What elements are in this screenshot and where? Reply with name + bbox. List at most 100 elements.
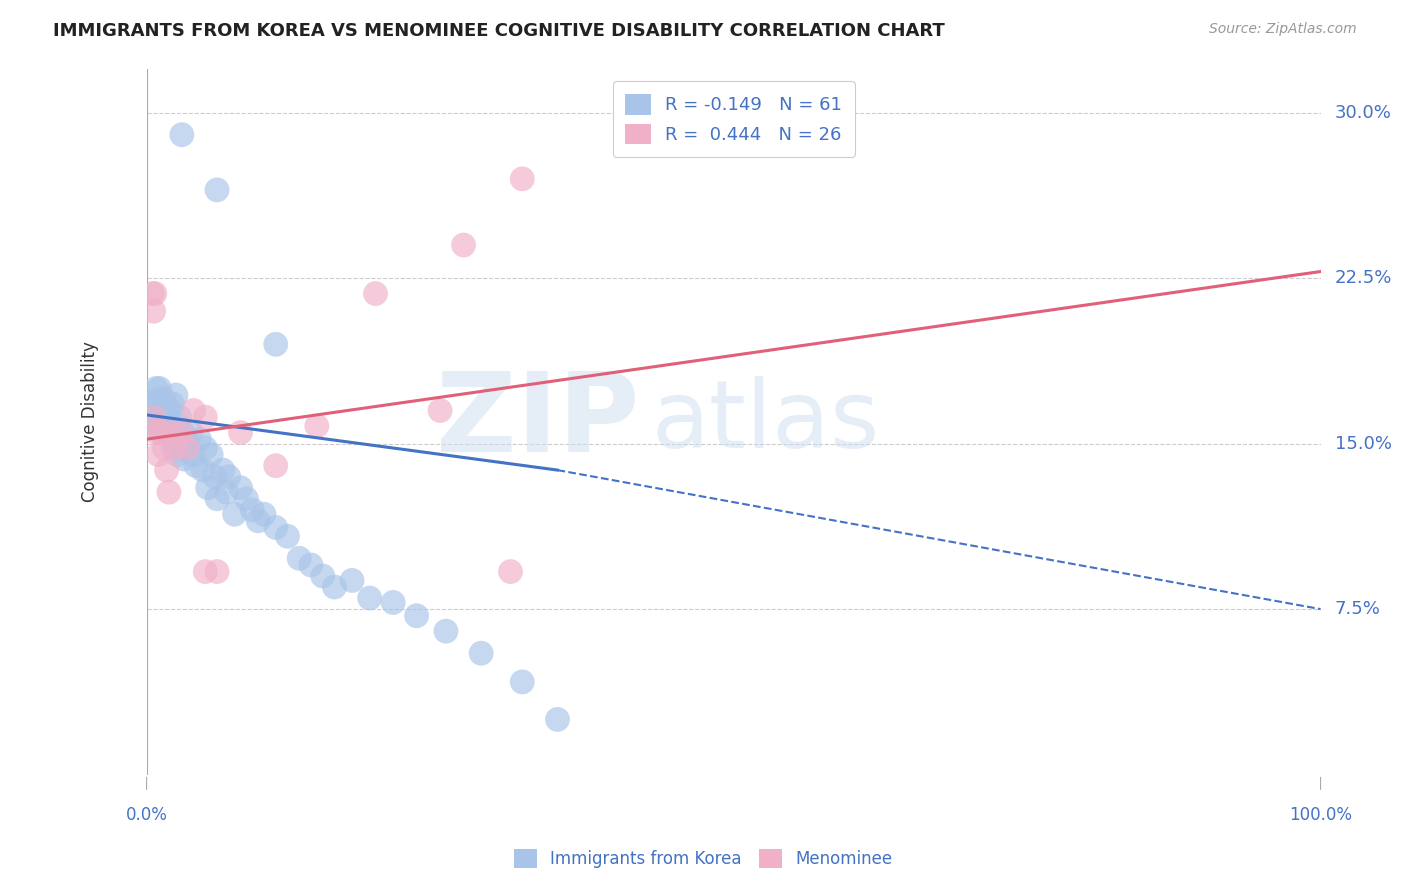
- Point: [510, 171, 533, 186]
- Point: [205, 565, 228, 579]
- Point: [157, 419, 180, 434]
- Point: [364, 286, 387, 301]
- Point: [166, 448, 188, 462]
- Point: [155, 463, 177, 477]
- Point: [149, 425, 172, 440]
- Point: [173, 452, 195, 467]
- Point: [170, 425, 193, 440]
- Point: [194, 410, 217, 425]
- Point: [205, 491, 228, 506]
- Point: [305, 419, 328, 434]
- Point: [240, 503, 263, 517]
- Point: [146, 419, 169, 434]
- Text: 100.0%: 100.0%: [1289, 806, 1353, 824]
- Legend: Immigrants from Korea, Menominee: Immigrants from Korea, Menominee: [508, 842, 898, 875]
- Point: [229, 481, 252, 495]
- Point: [145, 381, 167, 395]
- Point: [156, 410, 179, 425]
- Point: [218, 469, 240, 483]
- Point: [157, 485, 180, 500]
- Point: [264, 458, 287, 473]
- Point: [183, 448, 205, 462]
- Point: [194, 441, 217, 455]
- Point: [288, 551, 311, 566]
- Point: [224, 507, 246, 521]
- Point: [229, 425, 252, 440]
- Text: 22.5%: 22.5%: [1334, 269, 1392, 287]
- Point: [162, 441, 184, 455]
- Point: [165, 441, 187, 455]
- Point: [470, 646, 492, 660]
- Text: 0.0%: 0.0%: [125, 806, 167, 824]
- Text: ZIP: ZIP: [436, 368, 640, 475]
- Point: [312, 569, 335, 583]
- Point: [141, 415, 163, 429]
- Point: [150, 415, 173, 429]
- Point: [382, 595, 405, 609]
- Point: [204, 469, 226, 483]
- Point: [176, 436, 198, 450]
- Point: [145, 425, 167, 440]
- Point: [434, 624, 457, 639]
- Point: [299, 558, 322, 572]
- Text: 15.0%: 15.0%: [1334, 434, 1392, 452]
- Point: [148, 410, 170, 425]
- Point: [212, 463, 235, 477]
- Point: [194, 565, 217, 579]
- Point: [153, 392, 176, 407]
- Point: [276, 529, 298, 543]
- Point: [183, 403, 205, 417]
- Point: [165, 388, 187, 402]
- Point: [264, 520, 287, 534]
- Point: [197, 481, 219, 495]
- Point: [155, 425, 177, 440]
- Point: [170, 441, 193, 455]
- Point: [191, 463, 214, 477]
- Point: [200, 448, 222, 462]
- Point: [143, 397, 166, 411]
- Point: [169, 410, 191, 425]
- Point: [162, 397, 184, 411]
- Point: [142, 304, 165, 318]
- Point: [510, 674, 533, 689]
- Point: [205, 183, 228, 197]
- Text: 7.5%: 7.5%: [1334, 600, 1381, 618]
- Point: [180, 425, 202, 440]
- Point: [176, 441, 198, 455]
- Point: [143, 410, 166, 425]
- Point: [453, 238, 475, 252]
- Point: [167, 419, 190, 434]
- Point: [160, 432, 183, 446]
- Point: [142, 403, 165, 417]
- Point: [155, 415, 177, 429]
- Point: [159, 403, 181, 417]
- Legend: R = -0.149   N = 61, R =  0.444   N = 26: R = -0.149 N = 61, R = 0.444 N = 26: [613, 81, 855, 157]
- Text: Source: ZipAtlas.com: Source: ZipAtlas.com: [1209, 22, 1357, 37]
- Point: [148, 381, 170, 395]
- Point: [340, 574, 363, 588]
- Point: [172, 425, 194, 440]
- Point: [162, 425, 184, 440]
- Point: [247, 514, 270, 528]
- Point: [170, 128, 193, 142]
- Point: [264, 337, 287, 351]
- Point: [235, 491, 257, 506]
- Point: [499, 565, 522, 579]
- Point: [141, 286, 163, 301]
- Point: [148, 392, 170, 407]
- Text: IMMIGRANTS FROM KOREA VS MENOMINEE COGNITIVE DISABILITY CORRELATION CHART: IMMIGRANTS FROM KOREA VS MENOMINEE COGNI…: [53, 22, 945, 40]
- Text: Cognitive Disability: Cognitive Disability: [82, 341, 100, 502]
- Point: [359, 591, 381, 605]
- Point: [184, 458, 207, 473]
- Point: [405, 608, 427, 623]
- Point: [253, 507, 276, 521]
- Point: [143, 286, 166, 301]
- Point: [215, 485, 238, 500]
- Point: [323, 580, 346, 594]
- Point: [152, 403, 174, 417]
- Point: [188, 432, 211, 446]
- Point: [153, 441, 176, 455]
- Point: [148, 448, 170, 462]
- Point: [429, 403, 451, 417]
- Point: [149, 425, 172, 440]
